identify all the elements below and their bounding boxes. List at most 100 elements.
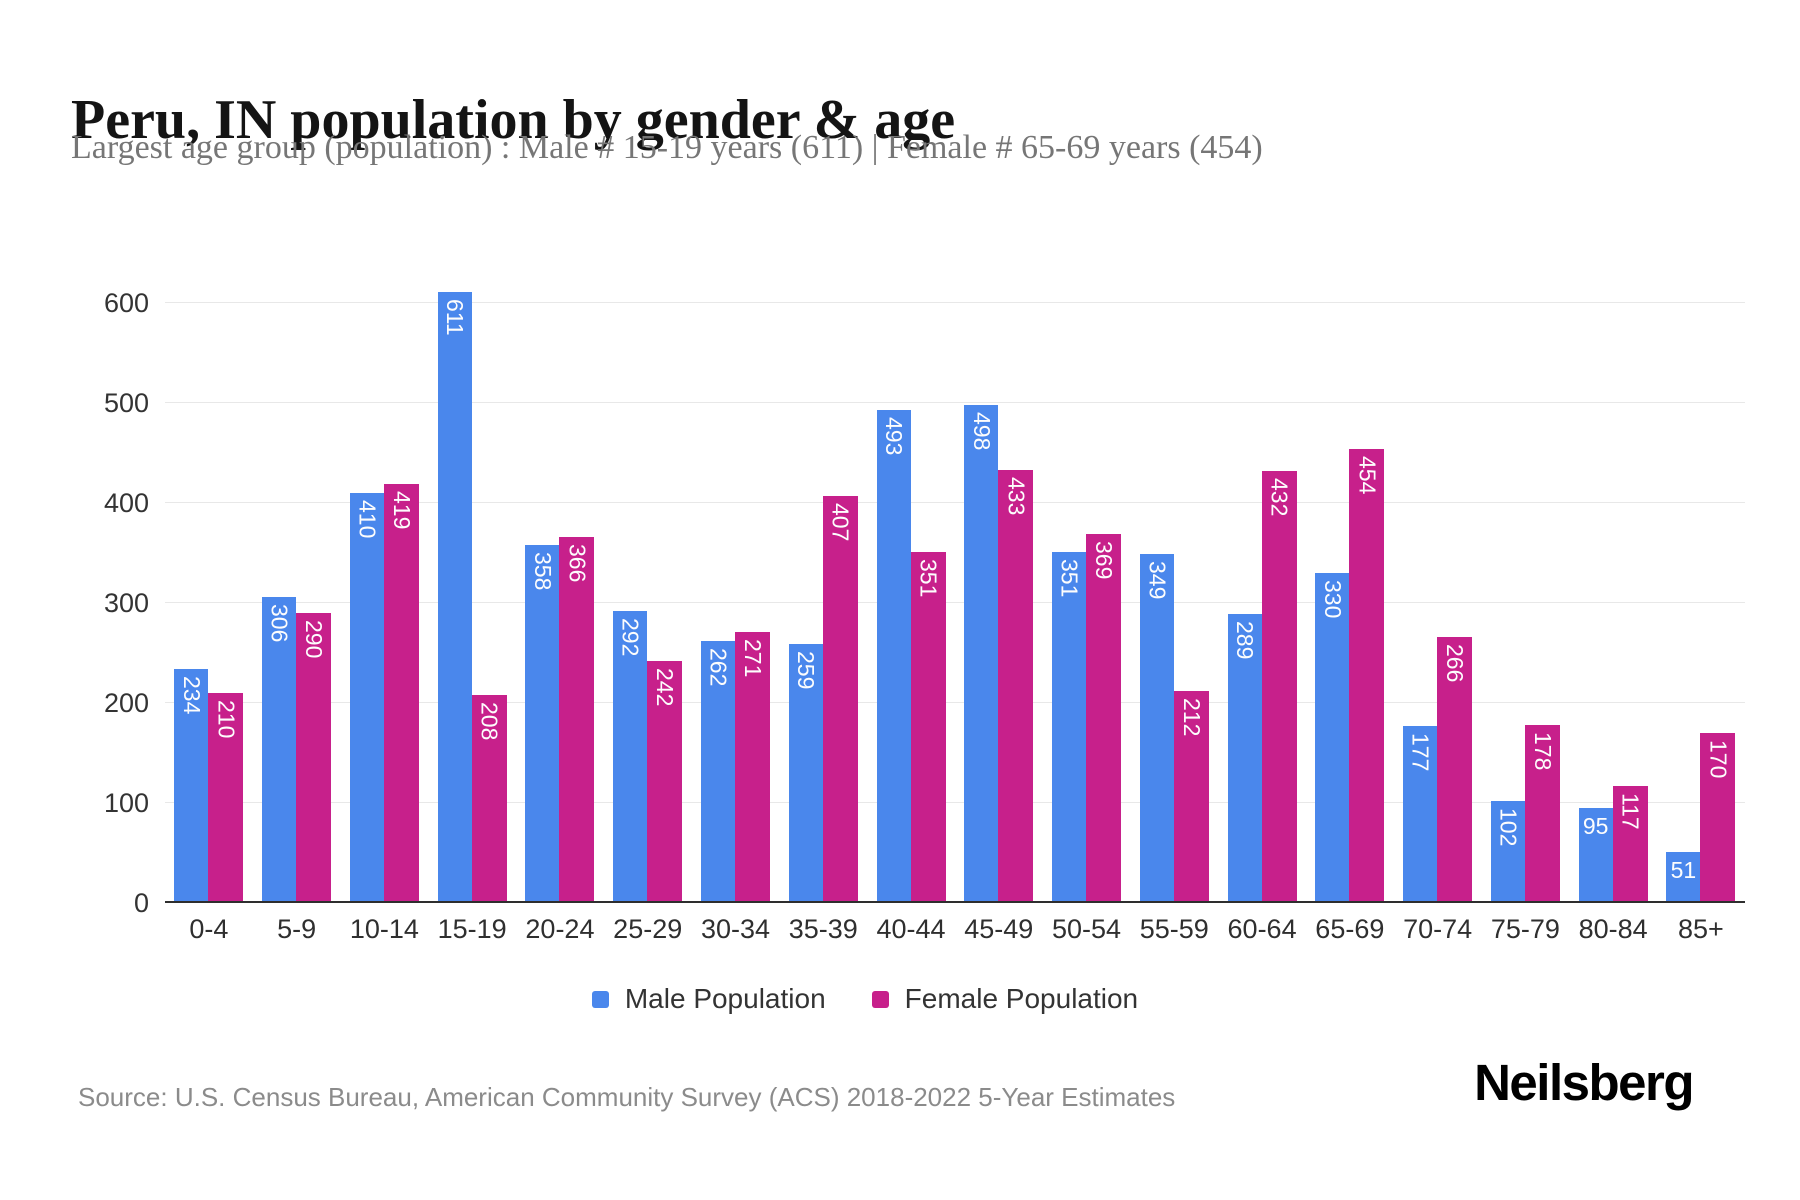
x-tick-10-14: 10-14	[349, 914, 419, 944]
legend-swatch-icon	[591, 990, 609, 1008]
value-label-female-60-64: 432	[1266, 478, 1293, 517]
x-tick-5-9: 5-9	[277, 914, 317, 944]
bar-male-55-59[interactable]: 349	[1139, 554, 1174, 903]
value-label-female-30-34: 271	[739, 639, 766, 678]
value-label-male-0-4: 234	[178, 676, 205, 715]
bar-male-5-9[interactable]: 306	[262, 597, 297, 903]
gridline-200	[165, 702, 1745, 703]
value-label-female-85+: 170	[1705, 740, 1732, 779]
age-group-5-9: 306 290 5-9	[262, 253, 332, 944]
value-label-female-25-29: 242	[652, 668, 679, 707]
x-tick-75-79: 75-79	[1490, 914, 1560, 944]
gridline-100	[165, 802, 1745, 803]
bar-female-5-9[interactable]: 290	[296, 613, 332, 903]
value-label-male-45-49: 498	[968, 412, 995, 451]
bar-female-65-69[interactable]: 454	[1349, 449, 1385, 903]
bar-male-0-4[interactable]: 234	[174, 669, 209, 903]
y-tick-400: 400	[103, 488, 149, 518]
bar-female-10-14[interactable]: 419	[383, 484, 419, 903]
age-group-55-59: 349 212 55-59	[1139, 253, 1209, 944]
x-tick-65-69: 65-69	[1315, 914, 1385, 944]
bar-female-50-54[interactable]: 369	[1086, 534, 1122, 903]
value-label-male-50-54: 351	[1056, 559, 1083, 598]
chart-title: Peru, IN population by gender & age	[71, 88, 956, 151]
value-label-female-10-14: 419	[388, 491, 415, 530]
bar-female-15-19[interactable]: 208	[471, 695, 507, 903]
bar-male-65-69[interactable]: 330	[1315, 573, 1350, 903]
bar-male-40-44[interactable]: 493	[876, 410, 911, 903]
bar-female-80-84[interactable]: 117	[1612, 786, 1648, 903]
bar-female-0-4[interactable]: 210	[208, 693, 244, 903]
age-group-40-44: 493 351 40-44	[876, 253, 946, 944]
bar-male-50-54[interactable]: 351	[1052, 552, 1087, 903]
value-label-male-35-39: 259	[793, 651, 820, 690]
value-label-male-55-59: 349	[1144, 561, 1171, 600]
value-label-female-0-4: 210	[213, 700, 240, 739]
bar-female-45-49[interactable]: 433	[998, 470, 1034, 903]
age-group-15-19: 611 208 15-19	[437, 253, 507, 944]
bar-female-55-59[interactable]: 212	[1173, 691, 1209, 903]
age-group-10-14: 410 419 10-14	[349, 253, 419, 944]
bar-male-30-34[interactable]: 262	[700, 641, 735, 903]
legend-label: Male Population	[624, 983, 826, 1014]
bar-male-80-84[interactable]: 95	[1578, 808, 1613, 903]
value-label-male-30-34: 262	[705, 648, 732, 687]
value-label-male-25-29: 292	[617, 618, 644, 657]
y-tick-100: 100	[103, 788, 149, 818]
bar-male-60-64[interactable]: 289	[1227, 614, 1262, 903]
gridline-300	[165, 602, 1745, 603]
bar-female-25-29[interactable]: 242	[647, 661, 683, 903]
legend-item-female-population[interactable]: Female Population	[871, 983, 1139, 1015]
bar-male-70-74[interactable]: 177	[1403, 726, 1438, 903]
value-label-female-70-74: 266	[1442, 644, 1469, 683]
y-tick-500: 500	[103, 388, 149, 418]
bar-female-20-24[interactable]: 366	[559, 537, 595, 903]
value-label-female-40-44: 351	[915, 559, 942, 598]
bar-male-45-49[interactable]: 498	[964, 405, 999, 903]
bar-female-30-34[interactable]: 271	[734, 632, 770, 903]
legend-item-male-population[interactable]: Male Population	[591, 983, 826, 1015]
bar-male-75-79[interactable]: 102	[1490, 801, 1525, 903]
x-tick-0-4: 0-4	[189, 914, 229, 944]
legend: Male Population Female Population	[0, 983, 1730, 1015]
bar-male-20-24[interactable]: 358	[525, 545, 560, 903]
value-label-female-65-69: 454	[1354, 456, 1381, 495]
age-group-35-39: 259 407 35-39	[788, 253, 858, 944]
bar-female-60-64[interactable]: 432	[1261, 471, 1297, 903]
gridline-500	[165, 402, 1745, 403]
bar-male-85+[interactable]: 51	[1666, 852, 1701, 903]
value-label-female-75-79: 178	[1529, 732, 1556, 771]
brand-logo: Neilsberg	[1474, 1054, 1694, 1111]
value-label-female-50-54: 369	[1091, 541, 1118, 580]
value-label-male-75-79: 102	[1495, 808, 1522, 847]
x-tick-80-84: 80-84	[1578, 914, 1648, 944]
bar-male-35-39[interactable]: 259	[788, 644, 823, 903]
y-tick-0: 0	[133, 888, 149, 918]
x-axis-baseline	[165, 901, 1745, 903]
bar-female-40-44[interactable]: 351	[910, 552, 946, 903]
legend-label: Female Population	[904, 983, 1139, 1014]
source-note: Source: U.S. Census Bureau, American Com…	[78, 1082, 1176, 1112]
bar-male-25-29[interactable]: 292	[613, 611, 648, 903]
gridline-400	[165, 502, 1745, 503]
bar-female-70-74[interactable]: 266	[1437, 637, 1473, 903]
chart-subtitle: Largest age group (population) : Male # …	[71, 129, 1263, 166]
value-label-male-80-84: 95	[1582, 813, 1609, 839]
age-group-75-79: 102 178 75-79	[1490, 253, 1560, 944]
y-tick-300: 300	[103, 588, 149, 618]
bar-female-35-39[interactable]: 407	[822, 496, 858, 903]
x-tick-20-24: 20-24	[525, 914, 595, 944]
x-tick-25-29: 25-29	[613, 914, 683, 944]
bar-female-85+[interactable]: 170	[1700, 733, 1736, 903]
x-tick-60-64: 60-64	[1227, 914, 1297, 944]
bar-female-75-79[interactable]: 178	[1524, 725, 1560, 903]
bar-male-15-19[interactable]: 611	[437, 292, 472, 903]
x-tick-70-74: 70-74	[1403, 914, 1473, 944]
age-group-25-29: 292 242 25-29	[613, 253, 683, 944]
value-label-male-40-44: 493	[881, 417, 907, 456]
x-tick-45-49: 45-49	[964, 914, 1034, 944]
x-tick-40-44: 40-44	[876, 914, 946, 944]
bar-male-10-14[interactable]: 410	[349, 493, 384, 903]
value-label-female-55-59: 212	[1178, 698, 1205, 737]
